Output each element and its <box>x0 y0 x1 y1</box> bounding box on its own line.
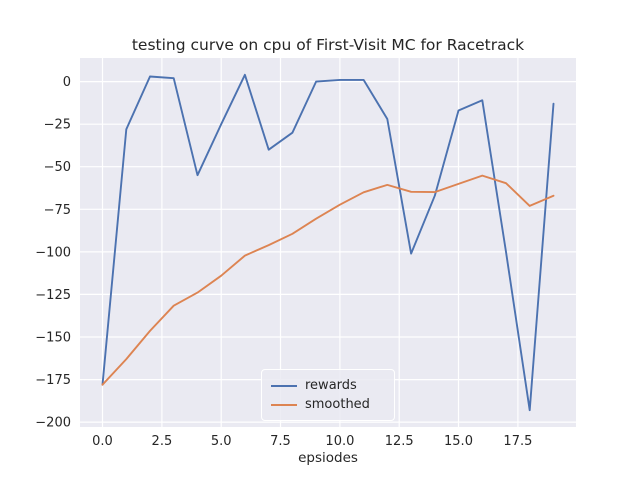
svg-text:−125: −125 <box>35 288 71 303</box>
svg-text:−50: −50 <box>44 160 71 175</box>
rewards-line-swatch <box>271 384 297 387</box>
svg-text:17.5: 17.5 <box>503 434 532 449</box>
smoothed-line-swatch <box>271 403 297 406</box>
legend-item-smoothed: smoothed <box>271 395 384 414</box>
svg-text:10.0: 10.0 <box>325 434 354 449</box>
legend-label: smoothed <box>305 397 370 412</box>
svg-text:−200: −200 <box>35 416 71 431</box>
svg-text:12.5: 12.5 <box>385 434 414 449</box>
legend-item-rewards: rewards <box>271 376 384 395</box>
svg-text:2.5: 2.5 <box>152 434 173 449</box>
svg-text:7.5: 7.5 <box>270 434 291 449</box>
svg-text:−75: −75 <box>44 203 71 218</box>
svg-text:0.0: 0.0 <box>92 434 113 449</box>
svg-text:0: 0 <box>63 75 71 90</box>
legend-label: rewards <box>305 378 357 393</box>
legend: rewards smoothed <box>261 369 395 421</box>
svg-text:−25: −25 <box>44 118 71 133</box>
svg-text:−150: −150 <box>35 331 71 346</box>
svg-text:−100: −100 <box>35 245 71 260</box>
svg-text:15.0: 15.0 <box>444 434 473 449</box>
svg-text:−175: −175 <box>35 373 71 388</box>
svg-text:5.0: 5.0 <box>211 434 232 449</box>
chart-title: testing curve on cpu of First-Visit MC f… <box>131 36 525 54</box>
x-axis-label: epsiodes <box>298 450 358 466</box>
